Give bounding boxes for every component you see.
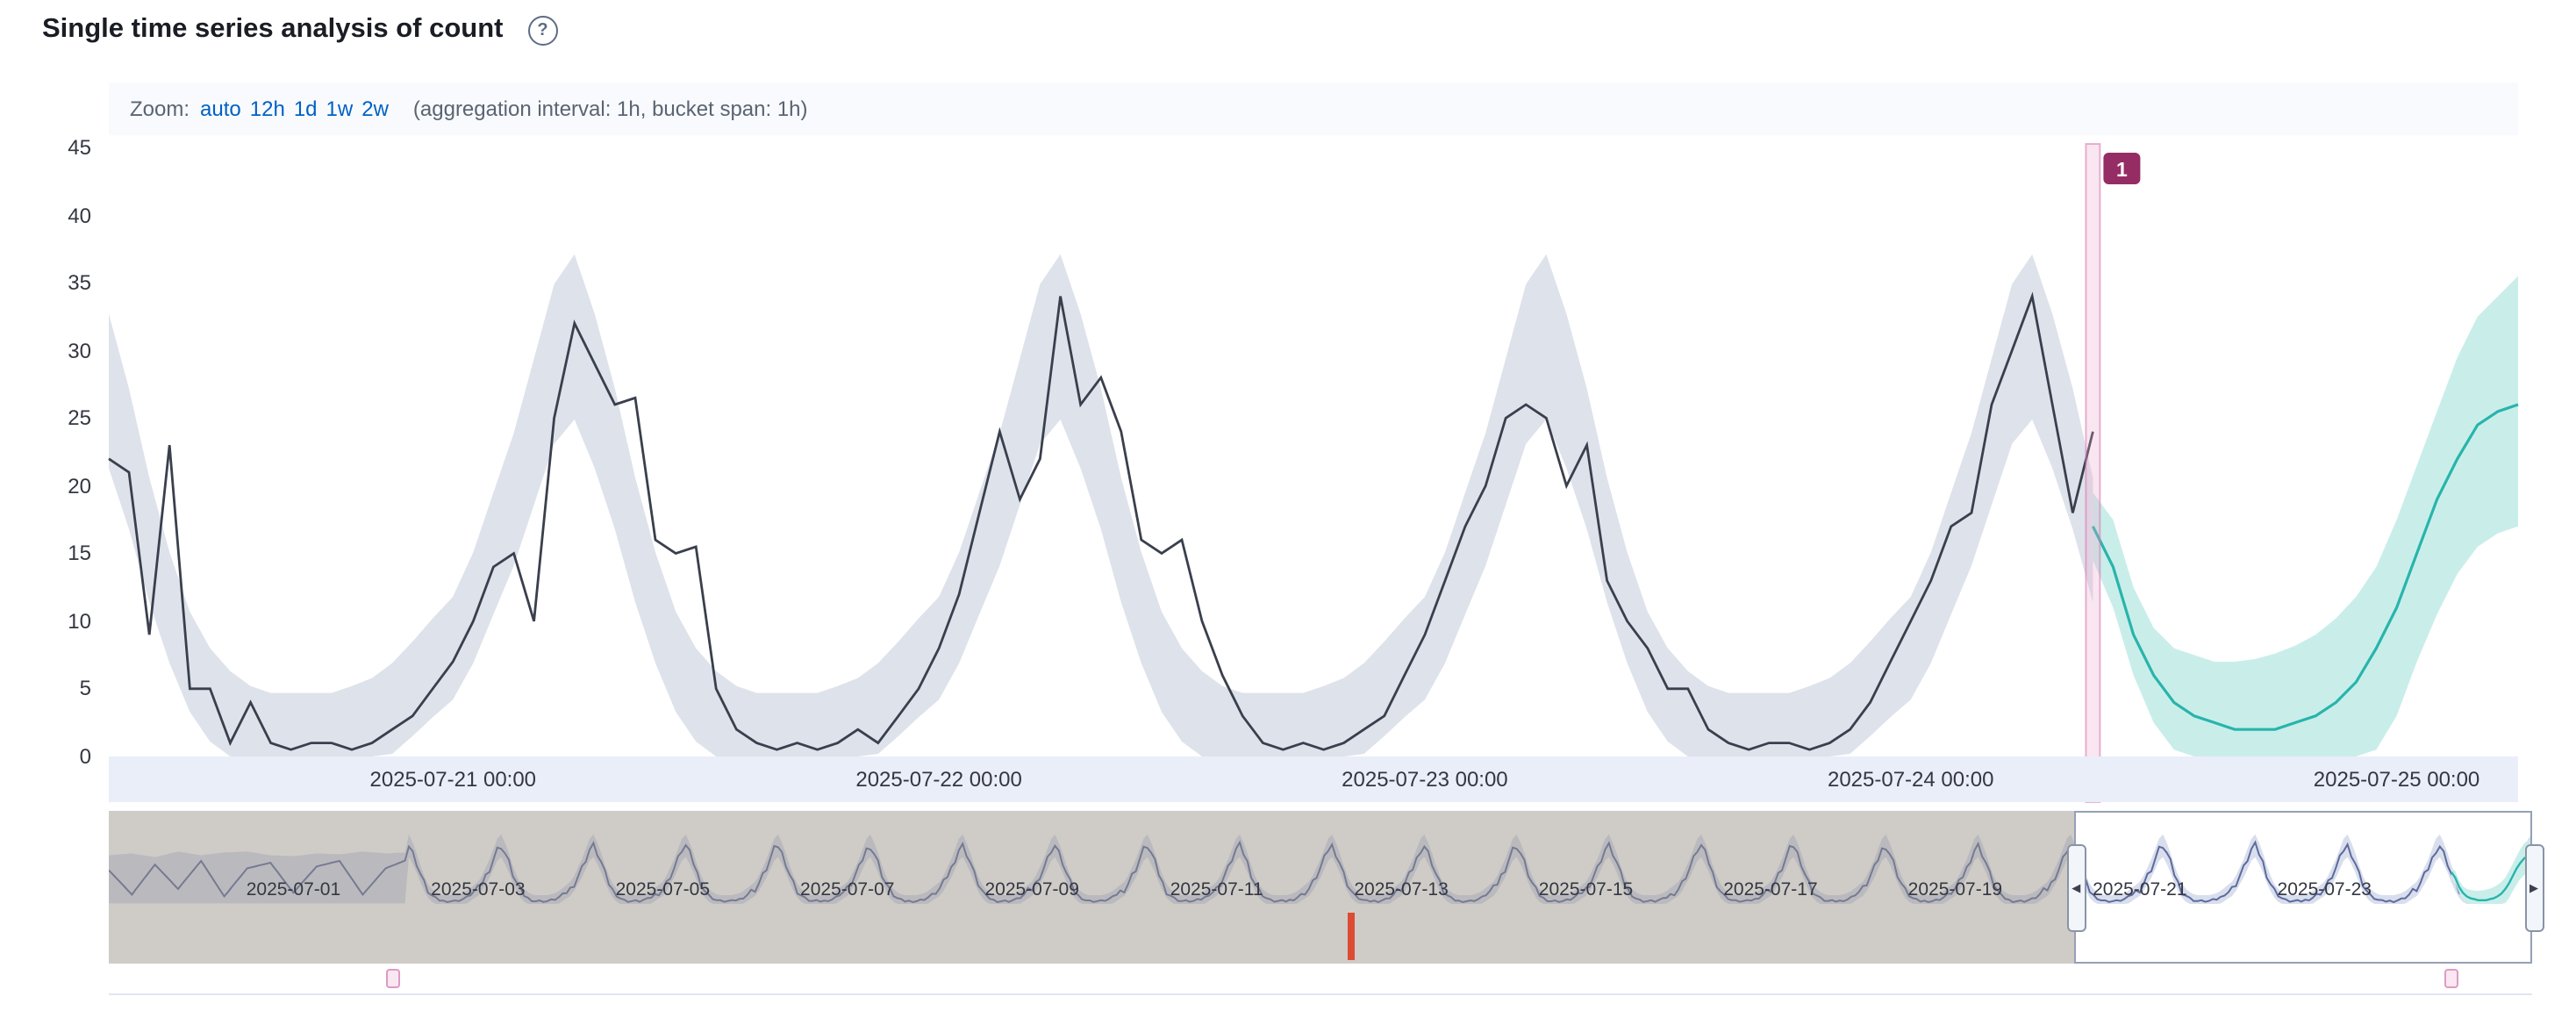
zoom-option-12h[interactable]: 12h: [249, 97, 285, 121]
zoom-option-auto[interactable]: auto: [200, 97, 241, 121]
forecast-line: [2091, 403, 2519, 731]
annotation-lane: [109, 964, 2532, 995]
brush-left-arrow-icon: ◀: [2072, 883, 2081, 895]
zoom-option-1w[interactable]: 1w: [326, 97, 354, 121]
main-chart-svg[interactable]: 1: [108, 143, 2519, 803]
context-axis-label: 2025-07-09: [984, 879, 1079, 900]
model-bounds-area: [109, 254, 2093, 756]
x-axis-label: 2025-07-25 00:00: [2313, 767, 2480, 792]
y-axis-label: 35: [68, 270, 91, 296]
help-icon-glyph: ?: [537, 20, 548, 39]
context-axis-label: 2025-07-23: [2277, 879, 2372, 900]
y-axis-label: 20: [68, 473, 91, 498]
y-axis-label: 10: [68, 608, 91, 634]
zoom-bar: Zoom: auto 12h 1d 1w 2w (aggregation interva…: [109, 82, 2518, 135]
y-axis-labels: 0 5 10 15 20 25 30 35 40 45: [0, 135, 91, 769]
x-axis-band: 2025-07-21 00:00 2025-07-22 00:00 2025-07-…: [109, 756, 2518, 802]
context-axis-label: 2025-07-01: [246, 879, 341, 900]
aggregation-info: (aggregation interval: 1h, bucket span: …: [412, 97, 808, 121]
swimlane-anomaly-cell[interactable]: [1348, 913, 1356, 960]
context-axis-label: 2025-07-17: [1723, 879, 1818, 900]
page-title: Single time series analysis of count: [42, 14, 504, 44]
context-value-line: [109, 840, 2532, 904]
context-mask-left: [109, 811, 2075, 964]
annotation-marker[interactable]: [386, 969, 401, 988]
y-axis-label: 5: [79, 676, 91, 701]
context-forecast-area: [2451, 837, 2532, 904]
y-axis-label: 40: [68, 203, 91, 228]
actual-value-line: [108, 291, 2094, 751]
zoom-option-2w[interactable]: 2w: [361, 97, 389, 121]
context-chart-svg[interactable]: [109, 811, 2532, 911]
context-axis-label: 2025-07-19: [1907, 879, 2003, 900]
help-icon[interactable]: ?: [527, 15, 558, 45]
forecast-bounds-area: [2093, 276, 2518, 757]
context-axis-label: 2025-07-03: [431, 879, 526, 900]
x-axis-label: 2025-07-23 00:00: [1342, 767, 1508, 792]
context-axis-label: 2025-07-15: [1538, 879, 1634, 900]
context-axis-label: 2025-07-05: [615, 879, 711, 900]
zoom-options: auto 12h 1d 1w 2w: [200, 97, 389, 121]
y-axis-label: 25: [68, 405, 91, 431]
context-axis-labels: 2025-07-01 2025-07-03 2025-07-05 2025-07-07…: [109, 879, 2532, 904]
x-axis-label: 2025-07-21 00:00: [369, 767, 537, 792]
annotation-badge-label: 1: [2116, 158, 2128, 181]
context-axis-label: 2025-07-07: [800, 879, 895, 900]
x-axis-label: 2025-07-22 00:00: [855, 767, 1022, 792]
brush-right-arrow-icon: ▶: [2529, 883, 2538, 895]
context-axis-label: 2025-07-13: [1354, 879, 1449, 900]
annotation-marker[interactable]: [2444, 969, 2458, 988]
x-axis-label: 2025-07-24 00:00: [1827, 767, 1994, 792]
zoom-label: Zoom:: [130, 97, 190, 121]
brush-handle-right[interactable]: ▶: [2524, 844, 2544, 932]
y-axis-label: 45: [68, 135, 91, 160]
context-forecast-line: [2451, 854, 2532, 901]
zoom-option-1d[interactable]: 1d: [293, 97, 318, 121]
y-axis-label: 15: [68, 541, 91, 566]
y-axis-label: 30: [68, 338, 91, 363]
context-selection[interactable]: [2074, 811, 2532, 964]
brush-handle-left[interactable]: ◀: [2066, 844, 2086, 932]
context-axis-label: 2025-07-21: [2093, 879, 2187, 900]
annotation-band[interactable]: [2085, 143, 2101, 803]
title-row: Single time series analysis of count ?: [42, 14, 558, 46]
context-axis-label: 2025-07-11: [1170, 879, 1263, 900]
y-axis-label: 0: [79, 744, 91, 769]
annotation-badge[interactable]: [2103, 153, 2141, 184]
